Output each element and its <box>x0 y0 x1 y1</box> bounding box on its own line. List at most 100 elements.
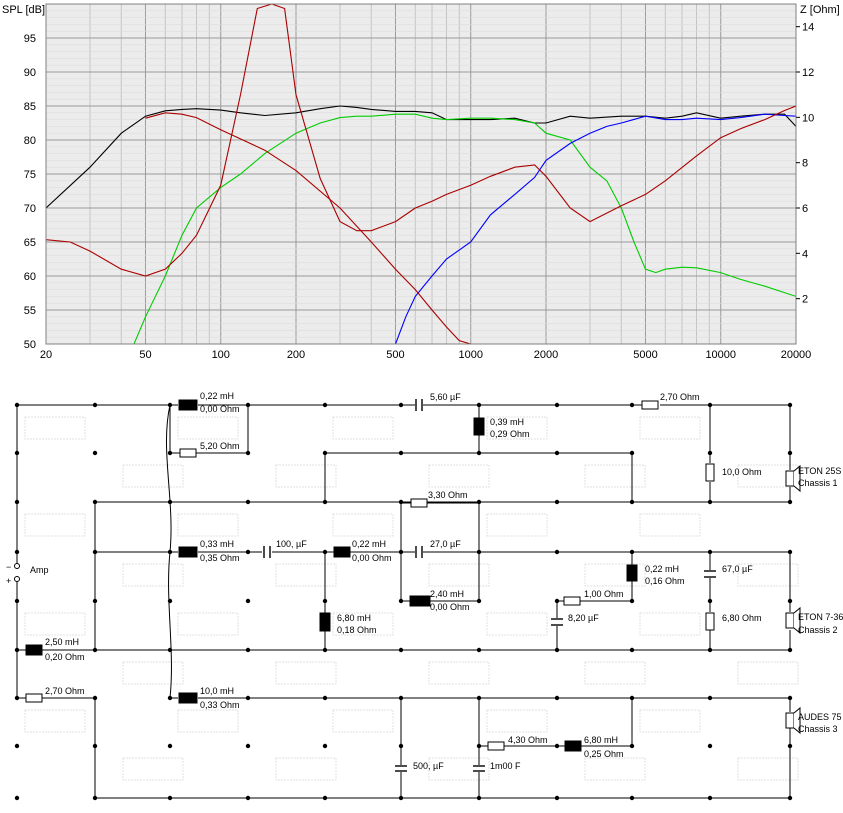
junction-dot <box>322 647 328 653</box>
placeholder-cell <box>177 709 239 733</box>
junction-dot <box>245 695 251 701</box>
resistor-r4[interactable] <box>410 498 428 508</box>
l1-resistance: 0,00 Ohm <box>200 404 240 414</box>
placeholder-cell <box>332 416 394 440</box>
capacitor-c7[interactable] <box>473 765 485 772</box>
schematic-placeholder-grid <box>24 416 799 781</box>
y-axis-left-label: SPL [dB] <box>2 4 45 16</box>
junction-dot <box>629 549 635 555</box>
junction-dot <box>92 499 98 505</box>
junction-dot <box>167 598 173 604</box>
series-line-1 <box>133 113 796 344</box>
placeholder-cell <box>177 612 239 636</box>
resistor-r2[interactable] <box>641 400 659 410</box>
r6-label: 6,80 Ohm <box>722 613 762 623</box>
placeholder-cell <box>486 709 548 733</box>
junction-dot <box>787 647 793 653</box>
placeholder-cell <box>24 709 86 733</box>
junction-dot <box>14 695 20 701</box>
capacitor-c6[interactable] <box>395 765 407 772</box>
y-left-tick-label: 50 <box>24 339 36 351</box>
resistor-r8[interactable] <box>487 741 505 751</box>
placeholder-cell <box>122 563 184 587</box>
capacitor-c4[interactable] <box>704 570 716 578</box>
junction-dot <box>707 450 713 456</box>
placeholder-cell <box>24 513 86 537</box>
l4-resistance: 0,00 Ohm <box>352 553 392 563</box>
placeholder-cell <box>639 416 701 440</box>
junction-dot <box>476 598 482 604</box>
junction-dot <box>322 450 328 456</box>
junction-dot <box>14 743 20 749</box>
placeholder-cell <box>332 612 394 636</box>
speaker-icon-chassis2[interactable] <box>785 606 801 635</box>
placeholder-cell <box>122 757 184 781</box>
c4-label: 67,0 µF <box>722 564 753 574</box>
junction-dot <box>14 499 20 505</box>
placeholder-cell <box>428 661 490 685</box>
junction-dot <box>14 647 20 653</box>
y-left-tick-label: 90 <box>24 67 36 79</box>
junction-dot <box>554 450 560 456</box>
capacitor-c2[interactable] <box>263 546 271 558</box>
inductor-l5[interactable] <box>626 564 638 582</box>
schematic-capacitors <box>263 399 716 772</box>
inductor-l8[interactable] <box>25 644 43 656</box>
y-right-tick-label: 8 <box>802 158 808 170</box>
frequency-response-chart: 20 50 100 200 500 1000 2000 5000 10000 20000 50 55 6… <box>2 3 840 360</box>
y-right-tick-label: 6 <box>802 203 808 215</box>
resistor-r3[interactable] <box>705 463 715 482</box>
y-right-tick-label: 10 <box>802 112 814 124</box>
l5-inductance: 0,22 mH <box>645 564 679 574</box>
junction-dot <box>476 795 482 801</box>
junction-dot <box>707 743 713 749</box>
inductor-l9[interactable] <box>178 692 198 704</box>
inductor-l6[interactable] <box>409 595 431 607</box>
speaker-icon-chassis3[interactable] <box>785 706 801 735</box>
amp-label: Amp <box>30 565 49 575</box>
x-tick-label: 50 <box>139 349 151 360</box>
placeholder-cell <box>332 709 394 733</box>
capacitor-c3[interactable] <box>415 546 423 558</box>
c1-label: 5,60 µF <box>430 392 461 402</box>
junction-dot <box>398 598 404 604</box>
junction-dot <box>14 549 20 555</box>
junction-dot <box>167 695 173 701</box>
schematic-wires <box>16 404 791 799</box>
y-right-tick-label: 12 <box>802 67 814 79</box>
inductor-l3[interactable] <box>178 546 198 558</box>
y-left-tick-label: 55 <box>24 305 36 317</box>
junction-dot <box>92 598 98 604</box>
x-tick-label: 2000 <box>534 349 558 360</box>
junction-dot <box>476 647 482 653</box>
junction-dot <box>167 795 173 801</box>
junction-dot <box>629 695 635 701</box>
capacitor-c5[interactable] <box>551 618 563 626</box>
inductor-l7[interactable] <box>319 612 331 632</box>
inductor-l4[interactable] <box>333 546 351 558</box>
amp-terminal-icon[interactable] <box>14 563 20 582</box>
junction-dot <box>787 695 793 701</box>
resistor-r6[interactable] <box>705 612 715 631</box>
junction-dot <box>629 795 635 801</box>
capacitor-c1[interactable] <box>415 399 423 411</box>
inductor-l10[interactable] <box>564 740 582 752</box>
resistor-r7[interactable] <box>25 693 43 703</box>
r3-label: 10,0 Ohm <box>722 467 762 477</box>
resistor-r5[interactable] <box>563 596 581 606</box>
chassis1-sub: Chassis 1 <box>798 478 838 488</box>
junction-dots <box>14 402 793 801</box>
junction-dot <box>322 743 328 749</box>
junction-dot <box>707 499 713 505</box>
inductor-l1[interactable] <box>178 399 198 411</box>
junction-dot <box>167 549 173 555</box>
speaker-icon-chassis1[interactable] <box>785 464 801 493</box>
junction-dot <box>322 695 328 701</box>
resistor-r1[interactable] <box>179 448 197 458</box>
r8-label: 4,30 Ohm <box>508 735 548 745</box>
junction-dot <box>14 795 20 801</box>
junction-dot <box>245 743 251 749</box>
amp-minus-sign: − <box>6 562 11 572</box>
inductor-l2[interactable] <box>473 417 485 436</box>
junction-dot <box>707 695 713 701</box>
